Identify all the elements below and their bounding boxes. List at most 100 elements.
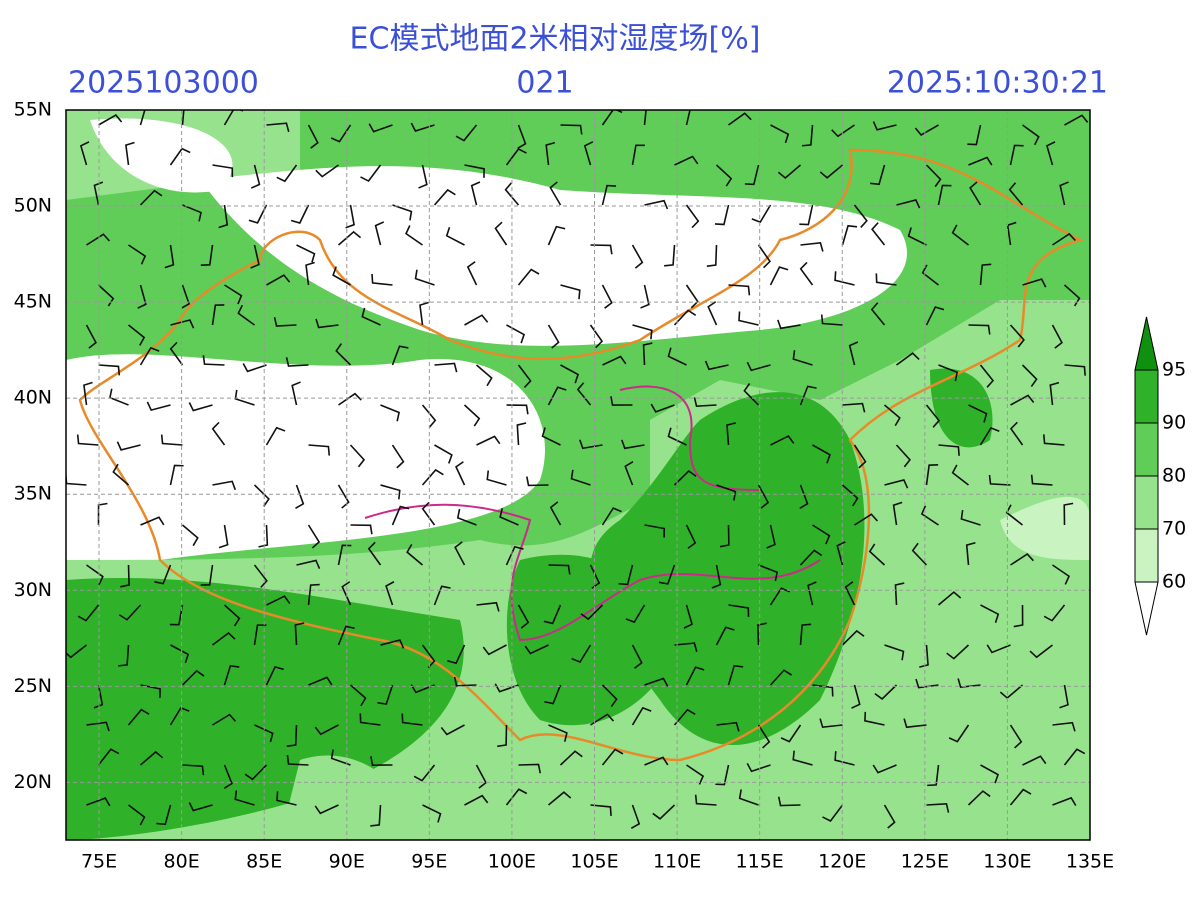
wind-barb [181,669,205,686]
wind-barb [497,724,508,748]
wind-barb [743,383,760,406]
wind-barb [951,224,969,246]
wind-barb [650,403,675,413]
wind-barb [1013,604,1024,628]
wind-barb [652,804,676,820]
wind-barb [455,124,478,142]
wind-barb [580,604,604,621]
x-tick-label: 80E [164,851,200,873]
wind-barb [570,469,591,486]
wind-barb [937,591,962,606]
wind-barb [464,314,489,326]
wind-barb [146,401,171,412]
y-tick-label: 50N [14,195,52,217]
wind-barb [644,199,669,210]
wind-barb [673,309,697,326]
wind-barb [777,319,801,330]
wind-barb [463,404,481,427]
wind-barb [812,444,831,464]
wind-barb [683,604,693,629]
wind-barb [777,796,801,807]
wind-barb [470,181,481,206]
wind-barb [285,357,309,367]
wind-barb [685,204,700,229]
wind-barb [799,204,814,226]
wind-barb [618,564,634,586]
wind-barb [181,524,199,547]
field-region [1000,496,1090,560]
wind-barb [223,665,240,686]
wind-barb [410,684,435,694]
wind-barb [979,263,992,286]
wind-barb [543,604,562,625]
wind-barb [896,352,920,366]
wind-barb [414,269,435,286]
wind-barb [337,625,355,646]
wind-barb [218,524,229,549]
wind-barb [265,665,284,686]
wind-barb [286,724,298,747]
wind-barb [337,484,350,509]
wind-barb [1022,124,1040,146]
x-tick-label: 115E [736,851,784,873]
wind-barb [79,141,90,166]
wind-barb [401,713,423,726]
field-region [280,755,404,840]
wind-barb [819,718,843,729]
wind-barb [980,764,999,784]
wind-barb [988,474,1011,486]
wind-barb [434,362,458,373]
wind-barb [349,444,366,468]
wind-barb [549,181,562,206]
wind-barb [1030,474,1053,486]
wind-barb [1045,141,1056,166]
map-frame [65,109,1091,841]
wet-region [506,554,680,726]
wind-barb [644,756,669,766]
wind-barb [418,164,428,189]
wind-barb [658,564,676,585]
wind-barb [169,706,190,726]
wind-barb [631,644,643,669]
wind-barb [211,421,226,446]
wind-barb [841,484,859,507]
wind-barb [234,790,255,806]
wind-barb [836,541,846,566]
wind-barb [801,124,814,147]
wind-barb [182,764,205,776]
wind-barb [925,164,942,188]
wind-barb [834,751,855,766]
wind-barb [433,585,451,606]
wind-barb [307,583,320,606]
wind-barb [819,164,844,179]
wind-barbs [66,110,1089,829]
wind-barb [812,684,834,697]
wind-barb [505,788,528,806]
wind-barb [294,622,305,646]
wind-barb [486,470,507,486]
wind-barb [330,749,351,766]
wind-barb [851,684,861,709]
wind-barb [453,676,477,687]
wind-barb [704,360,729,371]
wind-barb [524,644,549,655]
wind-barb [290,204,310,224]
wind-barb [295,484,305,509]
wind-barb [335,343,352,366]
wind-barb [77,604,100,622]
wind-barb [83,381,93,406]
wind-barb [948,724,970,743]
wind-barb [841,224,858,246]
x-tick-label: 130E [983,851,1031,873]
wind-barb [128,244,147,265]
wind-barb [715,164,733,187]
wind-barb [307,524,321,549]
wind-barb [968,324,991,335]
wind-barb [421,501,436,526]
wind-barb [625,604,646,624]
wind-barb [960,509,981,526]
wind-barb [296,559,321,570]
wind-barb [391,345,409,366]
wind-barb [601,684,618,708]
wind-barb [986,644,1011,654]
